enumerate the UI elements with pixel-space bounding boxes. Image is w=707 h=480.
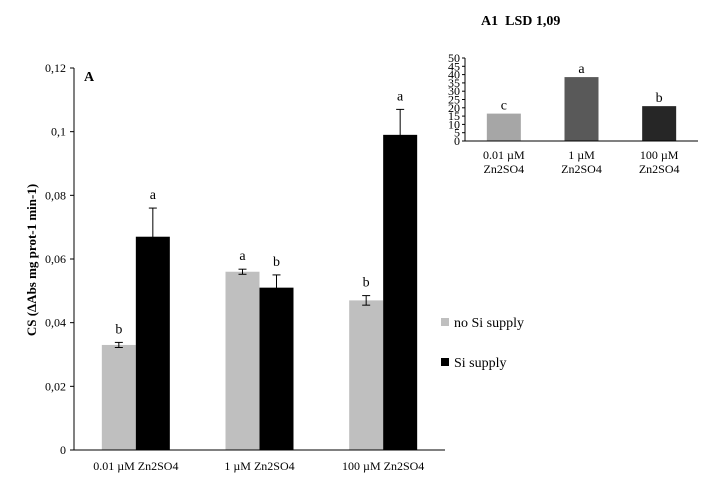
y-tick-label: 0,06	[45, 252, 66, 266]
inset-y-tick-label: 45	[448, 59, 460, 73]
bars	[101, 134, 418, 450]
main-chart: A CS (ΔAbs mg prot-1 min-1) 0 0,02 0,04 0,0…	[24, 61, 445, 473]
inset-y-tick-label: 20	[448, 101, 460, 115]
y-tick-label: 0,1	[51, 125, 66, 139]
inset-x-category-label: 0.01 µM	[483, 148, 525, 162]
inset-bar	[486, 113, 521, 141]
bar-no-si	[101, 344, 136, 450]
x-category-label: 0.01 µM Zn2SO4	[93, 459, 178, 473]
inset-significance-letters: c a b	[501, 62, 663, 114]
legend: no Si supply Si supply	[441, 316, 524, 371]
inset-y-tick-label: 25	[448, 93, 460, 107]
inset-y-tick-label: 35	[448, 76, 460, 90]
y-tick-label: 0,08	[45, 188, 66, 202]
significance-letter: a	[239, 249, 246, 264]
x-category-label: 1 µM Zn2SO4	[224, 459, 294, 473]
significance-letter: a	[397, 89, 404, 104]
inset-significance-letter: c	[501, 99, 507, 114]
inset-x-category-label: 1 µM	[568, 148, 595, 162]
y-axis-ticks: 0 0,02 0,04 0,06 0,08 0,1 0,12	[45, 61, 74, 457]
inset-x-category-label: Zn2SO4	[639, 162, 680, 176]
y-tick-label: 0	[60, 443, 66, 457]
inset-y-tick-label: 40	[448, 68, 460, 82]
x-category-label: 100 µM Zn2SO4	[342, 459, 424, 473]
legend-label-si: Si supply	[454, 356, 507, 371]
inset-bar	[564, 77, 599, 141]
inset-y-tick-label: 5	[454, 126, 460, 140]
y-tick-label: 0,02	[45, 379, 66, 393]
significance-letter: b	[273, 255, 280, 270]
bar-si	[135, 236, 170, 450]
panel-label: A	[84, 70, 95, 85]
y-axis-title: CS (ΔAbs mg prot-1 min-1)	[24, 184, 39, 336]
legend-swatch-no-si	[441, 318, 449, 326]
inset-y-tick-label: 15	[448, 109, 460, 123]
inset-y-tick-label: 30	[448, 84, 460, 98]
bar-no-si	[349, 300, 384, 450]
y-tick-label: 0,04	[45, 316, 66, 330]
inset-x-category-label: Zn2SO4	[483, 162, 524, 176]
inset-y-tick-label: 0	[454, 134, 460, 148]
error-bars	[114, 108, 405, 348]
legend-swatch-si	[441, 358, 449, 366]
inset-significance-letter: a	[578, 62, 585, 77]
x-axis-labels: 0.01 µM Zn2SO4 1 µM Zn2SO4 100 µM Zn2SO4	[93, 459, 424, 473]
significance-letters: b a a b b a	[115, 89, 404, 337]
significance-letter: b	[115, 322, 122, 337]
inset-y-tick-label: 50	[448, 51, 460, 65]
inset-x-category-label: 100 µM	[640, 148, 679, 162]
inset-significance-letter: b	[656, 91, 663, 106]
inset-bar	[642, 106, 677, 141]
inset-y-tick-label: 10	[448, 117, 460, 131]
inset-title: A1 LSD 1,09	[481, 14, 560, 29]
y-tick-label: 0,12	[45, 61, 66, 75]
significance-letter: a	[150, 188, 157, 203]
inset-bars	[486, 77, 677, 141]
legend-label-no-si: no Si supply	[454, 316, 524, 331]
inset-x-category-label: Zn2SO4	[561, 162, 602, 176]
bar-no-si	[225, 271, 260, 450]
bar-si	[383, 134, 418, 450]
bar-si	[259, 287, 294, 450]
significance-letter: b	[363, 276, 370, 291]
